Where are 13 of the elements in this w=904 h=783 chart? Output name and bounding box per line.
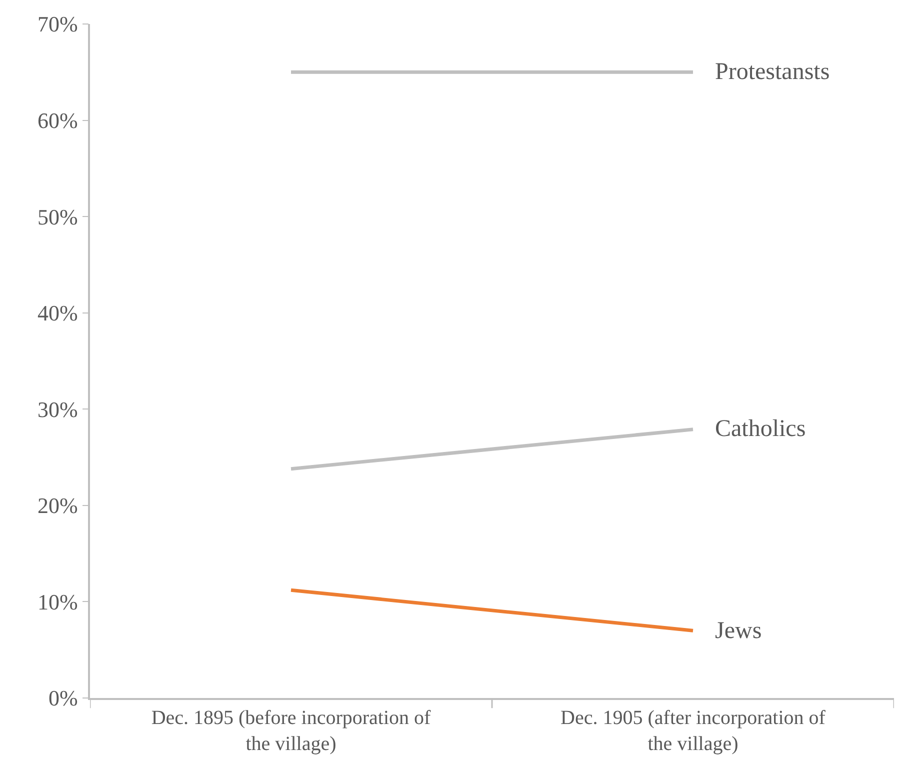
y-tick-label: 30%	[38, 396, 78, 422]
y-tick-label: 0%	[48, 686, 78, 711]
x-tick-label: Dec. 1895 (before incorporation of the village)	[151, 706, 432, 755]
y-tick-label: 10%	[38, 589, 78, 614]
y-tick-label: 20%	[38, 493, 78, 518]
y-tick-label: 60%	[38, 108, 78, 133]
y-tick-label: 50%	[38, 204, 78, 230]
y-tick-label: 40%	[38, 300, 78, 326]
y-tick-label: 70%	[38, 12, 78, 37]
series-label: Protestansts	[715, 59, 830, 85]
series-label: Jews	[715, 618, 762, 644]
series-label: Catholics	[715, 416, 806, 442]
x-tick-label: Dec. 1905 (after incorporation of the village)	[560, 706, 826, 755]
